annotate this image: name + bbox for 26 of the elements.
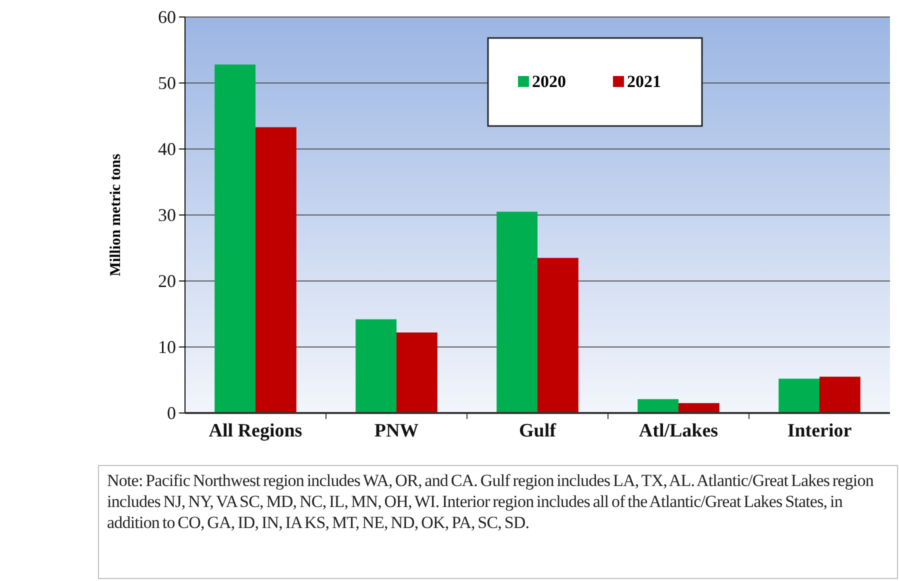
x-tick-label: Gulf xyxy=(519,420,557,442)
y-tick-label: 60 xyxy=(158,6,176,27)
bar xyxy=(256,127,296,413)
bar xyxy=(538,258,578,413)
text: Note: Pacific Northwest region includes WA, OR, and CA. Gulf region includes LA, TX, AL. Atlantic/Great Lakes region includes NJ, NY, VA SC, MD, NC, IL, MN, OH, WI. Interior region includes all of the Atlantic/Great Lakes States, in addition to CO, GA, ID, IN, IA KS, MT, NE, ND, OK, PA, SC, SD. xyxy=(98,465,898,579)
bar xyxy=(638,399,678,413)
y-tick-label: 0 xyxy=(167,402,176,423)
y-tick-label: 10 xyxy=(158,336,176,357)
bar xyxy=(496,212,538,413)
y-tick-label: 50 xyxy=(158,72,176,93)
bar xyxy=(396,332,438,413)
x-tick-label: Interior xyxy=(787,420,852,442)
y-tick-label: 20 xyxy=(158,270,176,291)
bar xyxy=(778,378,820,413)
x-tick-label: Atl/Lakes xyxy=(638,420,718,442)
x-tick-label: All Regions xyxy=(208,420,302,442)
bar xyxy=(820,376,860,413)
y-tick-label: 30 xyxy=(158,204,176,225)
bar xyxy=(214,64,256,413)
x-tick-label: PNW xyxy=(374,420,419,442)
legend-label: 2020 xyxy=(532,72,566,91)
y-tick-label: 40 xyxy=(158,138,176,159)
y-axis-title: Million metric tons xyxy=(108,154,124,276)
bar xyxy=(356,319,396,413)
legend-label: 2021 xyxy=(627,72,661,91)
bar xyxy=(678,403,720,413)
